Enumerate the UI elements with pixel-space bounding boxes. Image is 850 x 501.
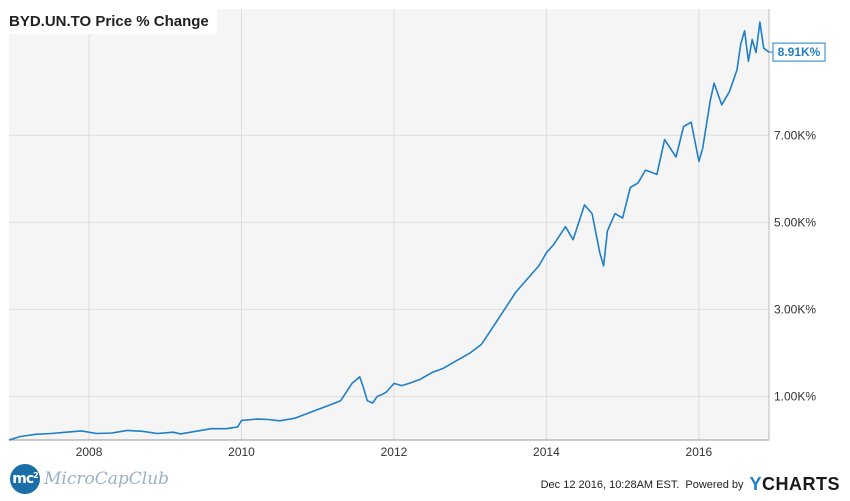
mc-badge-icon: mc 2 [10, 464, 40, 494]
series-layer [8, 21, 770, 441]
mc-badge-sup: 2 [33, 470, 38, 480]
brand-name: MicroCapClub [44, 469, 170, 489]
x-tick-label: 2016 [686, 445, 713, 459]
x-tick-label: 2014 [533, 445, 560, 459]
x-axis-ticks: 2008 2010 2012 2014 2016 [76, 445, 713, 459]
microcapclub-logo: mc 2 MicroCapClub [10, 462, 169, 496]
ycharts-logo-y: Y [749, 474, 762, 494]
mc-badge-text: mc [12, 471, 34, 487]
last-value-layer: 8.91K% [769, 42, 826, 62]
y-tick-label: 7.00K% [774, 128, 816, 142]
last-value-box [772, 42, 826, 62]
y-tick-label: 5.00K% [774, 215, 816, 229]
series-line [8, 21, 770, 441]
grid-lines [9, 9, 770, 441]
x-tick-label: 2012 [381, 445, 408, 459]
last-value-label: 8.91K% [778, 45, 821, 59]
x-tick-label: 2010 [228, 445, 255, 459]
timestamp: Dec 12 2016, 10:28AM EST. [540, 478, 680, 491]
footer-attribution: Dec 12 2016, 10:28AM EST. Powered by YCH… [541, 474, 840, 495]
x-tick-label: 2008 [76, 445, 103, 459]
ycharts-logo-rest: CHARTS [762, 474, 840, 494]
powered-by-text: Powered by [685, 478, 744, 491]
plot-background [9, 9, 769, 440]
ycharts-logo[interactable]: YCHARTS [749, 474, 840, 495]
chart-title: BYD.UN.TO Price % Change [9, 9, 217, 34]
plot-area [9, 9, 769, 440]
y-tick-label: 3.00K% [774, 302, 816, 316]
y-axis-ticks: 1.00K% 3.00K% 5.00K% 7.00K% [774, 128, 816, 403]
y-tick-label: 1.00K% [774, 389, 816, 403]
